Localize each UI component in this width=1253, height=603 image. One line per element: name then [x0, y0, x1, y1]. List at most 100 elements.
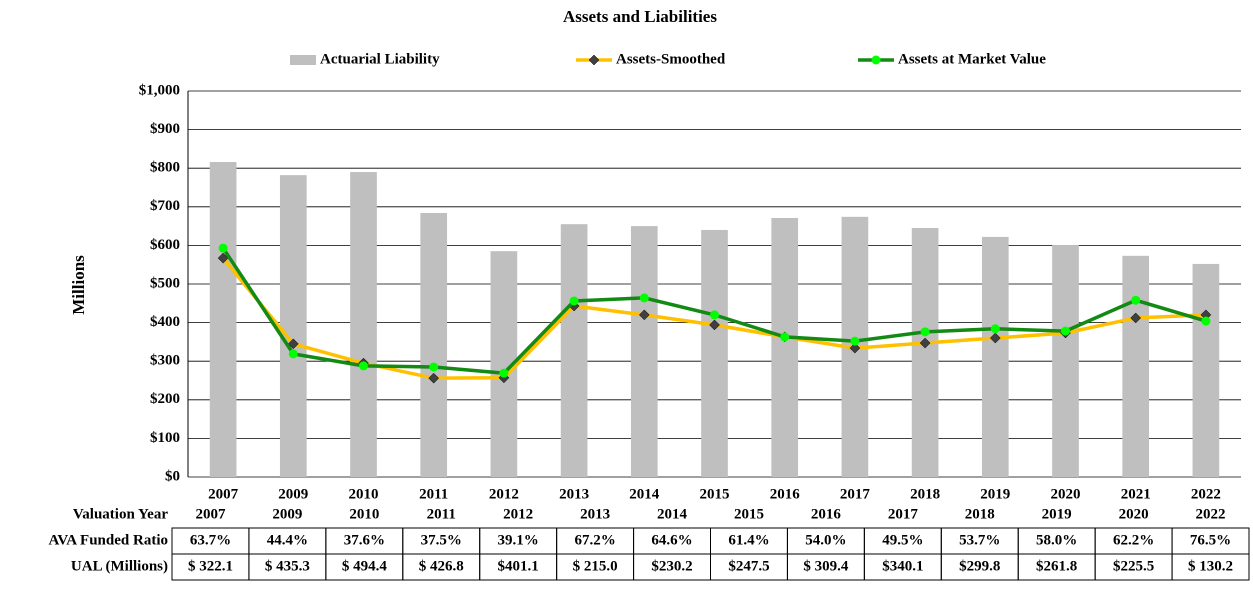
table-value: $ 322.1: [188, 558, 233, 574]
table-value: 54.0%: [805, 532, 846, 548]
table-value: $ 435.3: [265, 558, 310, 574]
y-tick-label: $900: [150, 121, 180, 137]
table-value: $340.1: [882, 558, 923, 574]
x-tick-label: 2013: [559, 486, 589, 502]
y-tick-label: $1,000: [139, 82, 180, 98]
table-value: 64.6%: [651, 532, 692, 548]
table-year: 2014: [657, 506, 688, 522]
table-year: 2016: [811, 506, 842, 522]
marker: [1201, 316, 1211, 326]
table-cell: [1171, 553, 1250, 581]
bar: [350, 172, 377, 477]
y-tick-label: $600: [150, 237, 180, 253]
bar: [630, 226, 658, 477]
table-value: $230.2: [651, 558, 692, 574]
marker: [709, 319, 720, 331]
table-value: 49.5%: [882, 532, 923, 548]
table-year: 2013: [580, 506, 610, 522]
table-value: 58.0%: [1036, 532, 1077, 548]
y-tick-label: $400: [150, 314, 180, 330]
table-year: 2015: [734, 506, 764, 522]
marker: [1061, 326, 1070, 336]
y-tick-label: $200: [150, 391, 180, 407]
table-value: 63.7%: [190, 532, 231, 548]
y-tick-label: $300: [150, 353, 180, 369]
table-value: $247.5: [728, 558, 769, 574]
table-value: $ 130.2: [1188, 558, 1233, 574]
table-year: 2017: [888, 506, 919, 522]
x-tick-label: 2019: [980, 486, 1010, 502]
bar: [771, 217, 799, 477]
table-row-label: AVA Funded Ratio: [49, 532, 169, 548]
marker: [1131, 295, 1141, 305]
marker: [989, 332, 1001, 344]
marker: [217, 252, 229, 264]
bar: [981, 236, 1009, 477]
x-tick-label: 2017: [840, 486, 871, 502]
table-value: $ 309.4: [803, 558, 849, 574]
marker: [638, 309, 650, 321]
marker: [429, 362, 439, 372]
marker: [919, 337, 931, 349]
marker: [588, 54, 600, 66]
marker: [569, 296, 579, 306]
table-year: 2012: [503, 506, 533, 522]
bar: [911, 228, 939, 477]
table-year: 2019: [1042, 506, 1072, 522]
x-tick-label: 2007: [208, 486, 239, 502]
x-tick-label: 2020: [1051, 486, 1081, 502]
legend-label: Actuarial Liability: [320, 51, 440, 67]
x-tick-label: 2009: [278, 486, 308, 502]
marker: [1130, 312, 1142, 324]
legend-label: Assets-Smoothed: [616, 51, 726, 67]
y-tick-label: $700: [150, 198, 180, 214]
y-tick-label: $500: [150, 275, 180, 291]
x-tick-label: 2018: [910, 486, 940, 502]
table-value: 37.5%: [421, 532, 462, 548]
table-value: $299.8: [959, 558, 1000, 574]
bar: [560, 224, 588, 477]
table-value: $261.8: [1036, 558, 1077, 574]
chart-title: Assets and Liabilities: [563, 7, 717, 26]
table-value: $ 494.4: [342, 558, 388, 574]
bar: [1122, 255, 1150, 477]
x-tick-label: 2011: [419, 486, 448, 502]
table-value: 37.6%: [344, 532, 385, 548]
table-value: $ 426.8: [419, 558, 464, 574]
x-tick-label: 2012: [489, 486, 519, 502]
table-year: 2020: [1119, 506, 1149, 522]
y-tick-label: $100: [150, 430, 180, 446]
marker: [849, 342, 861, 354]
table-year: 2007: [195, 506, 226, 522]
table-value: $401.1: [498, 558, 539, 574]
table-year: 2011: [427, 506, 456, 522]
legend-label: Assets at Market Value: [898, 51, 1046, 67]
x-tick-label: 2015: [700, 486, 730, 502]
table-value: 62.2%: [1113, 532, 1154, 548]
marker: [990, 324, 1000, 334]
x-tick-label: 2010: [349, 486, 379, 502]
marker: [710, 310, 719, 320]
table-value: 61.4%: [728, 532, 769, 548]
bar: [1052, 245, 1079, 477]
table-value: $ 215.0: [573, 558, 618, 574]
x-tick-label: 2022: [1191, 486, 1221, 502]
marker: [428, 372, 440, 384]
table-value: $225.5: [1113, 558, 1154, 574]
legend-swatch: [290, 55, 316, 65]
marker: [218, 243, 228, 253]
table-row-label: UAL (Millions): [71, 558, 168, 574]
table-year: 2010: [349, 506, 379, 522]
marker: [639, 293, 649, 303]
marker: [499, 368, 509, 378]
marker: [920, 327, 930, 337]
bar: [1192, 263, 1220, 477]
table-year: 2018: [965, 506, 995, 522]
table-value: 39.1%: [498, 532, 539, 548]
x-tick-label: 2016: [770, 486, 801, 502]
y-axis-label: Millions: [69, 255, 88, 315]
marker: [287, 338, 299, 350]
table-value: 76.5%: [1190, 532, 1231, 548]
x-tick-label: 2021: [1121, 486, 1151, 502]
